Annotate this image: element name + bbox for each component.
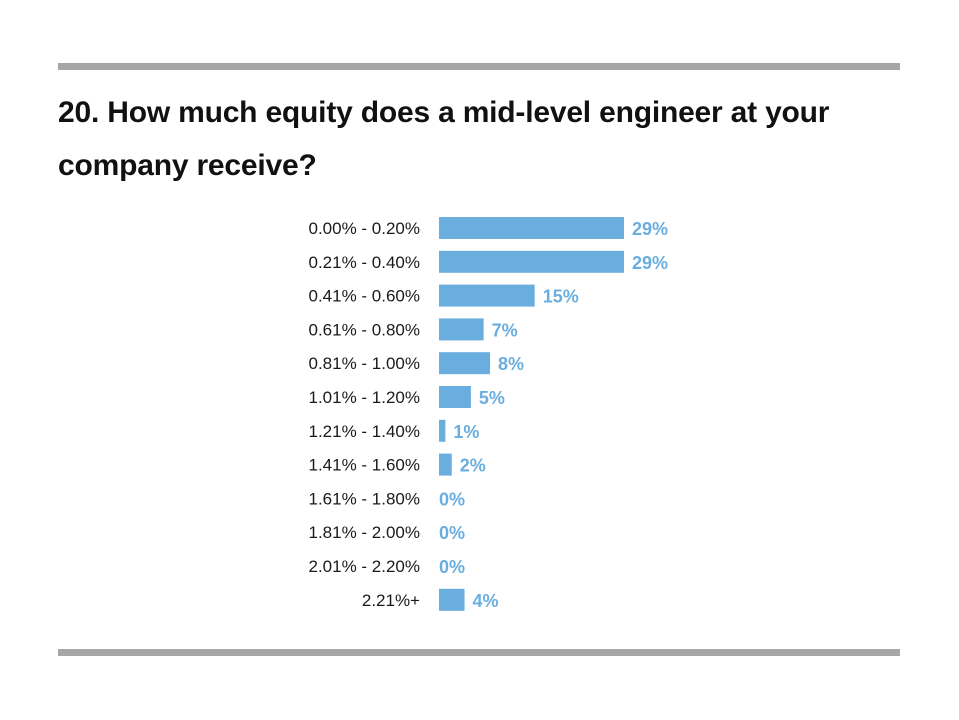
value-label: 29%	[632, 219, 668, 239]
category-label: 2.01% - 2.20%	[308, 557, 420, 576]
category-label: 0.41% - 0.60%	[308, 287, 420, 306]
category-label: 1.21% - 1.40%	[308, 422, 420, 441]
chart-title: 20. How much equity does a mid-level eng…	[58, 96, 830, 182]
category-label: 0.61% - 0.80%	[308, 320, 420, 339]
value-label: 0%	[439, 489, 465, 509]
bar	[439, 588, 465, 611]
value-label: 5%	[479, 388, 505, 408]
value-label: 8%	[498, 354, 524, 374]
bar	[439, 217, 624, 239]
category-label: 1.01% - 1.20%	[308, 388, 420, 407]
category-label: 1.41% - 1.60%	[308, 456, 420, 475]
category-label: 1.81% - 2.00%	[308, 523, 420, 542]
value-label: 29%	[632, 253, 668, 273]
bar	[439, 386, 471, 408]
bar	[439, 453, 452, 476]
value-label: 7%	[492, 320, 518, 340]
bar	[439, 352, 491, 375]
top-divider	[58, 63, 900, 70]
value-label: 15%	[543, 287, 579, 307]
bottom-divider	[58, 649, 900, 656]
value-label: 0%	[439, 557, 465, 577]
bar	[439, 419, 446, 442]
value-label: 1%	[453, 422, 479, 442]
category-label: 0.81% - 1.00%	[308, 354, 420, 373]
value-label: 2%	[460, 456, 486, 476]
bar	[439, 318, 484, 341]
category-label: 1.61% - 1.80%	[308, 489, 420, 508]
bar	[439, 284, 535, 307]
category-label: 0.21% - 0.40%	[308, 253, 420, 272]
bar	[439, 250, 624, 273]
category-label: 0.00% - 0.20%	[308, 219, 420, 238]
category-label: 2.21%+	[362, 591, 420, 610]
value-label: 4%	[473, 591, 499, 611]
value-label: 0%	[439, 523, 465, 543]
